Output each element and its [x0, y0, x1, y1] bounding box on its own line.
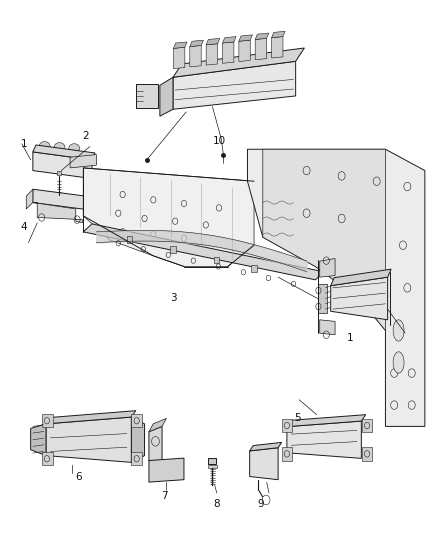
Bar: [282, 418, 292, 432]
Polygon shape: [83, 224, 324, 280]
Bar: [282, 447, 292, 461]
Polygon shape: [190, 40, 203, 46]
Polygon shape: [247, 149, 425, 426]
Polygon shape: [173, 61, 296, 109]
Ellipse shape: [393, 320, 404, 341]
Polygon shape: [33, 145, 95, 160]
Polygon shape: [250, 448, 278, 480]
Bar: [127, 236, 132, 243]
Polygon shape: [46, 410, 136, 424]
Polygon shape: [173, 47, 185, 69]
Text: 1: 1: [347, 334, 354, 343]
Text: 4: 4: [21, 222, 28, 231]
Bar: [42, 414, 53, 427]
Bar: [214, 256, 219, 263]
Polygon shape: [173, 48, 304, 77]
Polygon shape: [70, 155, 96, 168]
Text: 10: 10: [212, 136, 226, 146]
Ellipse shape: [39, 142, 50, 151]
Text: 8: 8: [213, 499, 220, 508]
Text: 2: 2: [82, 131, 89, 141]
Bar: [208, 458, 216, 464]
Bar: [131, 453, 142, 465]
Bar: [251, 265, 257, 271]
Bar: [42, 453, 53, 465]
Polygon shape: [33, 152, 92, 179]
Polygon shape: [131, 417, 145, 463]
Polygon shape: [272, 31, 285, 38]
Ellipse shape: [54, 143, 65, 152]
Bar: [131, 414, 142, 427]
Polygon shape: [31, 424, 46, 456]
Polygon shape: [46, 417, 131, 463]
Bar: [170, 246, 176, 253]
Ellipse shape: [393, 352, 404, 373]
Text: 9: 9: [257, 499, 264, 508]
Polygon shape: [190, 45, 201, 67]
Polygon shape: [239, 40, 250, 61]
Bar: [362, 418, 372, 432]
Polygon shape: [255, 38, 267, 60]
Polygon shape: [331, 277, 388, 320]
Text: 6: 6: [75, 472, 82, 482]
Text: 1: 1: [21, 139, 28, 149]
Polygon shape: [90, 200, 101, 213]
Polygon shape: [287, 421, 361, 458]
Polygon shape: [206, 44, 218, 65]
Polygon shape: [206, 38, 220, 45]
Polygon shape: [320, 320, 335, 335]
Polygon shape: [33, 189, 94, 211]
Text: 3: 3: [170, 294, 177, 303]
Bar: [136, 84, 158, 108]
Polygon shape: [287, 415, 366, 426]
Bar: [208, 465, 217, 468]
Polygon shape: [26, 189, 33, 209]
Polygon shape: [173, 42, 187, 49]
Polygon shape: [239, 35, 252, 41]
Bar: [57, 171, 61, 175]
Polygon shape: [149, 426, 162, 461]
Ellipse shape: [69, 144, 80, 154]
Polygon shape: [331, 269, 391, 286]
Polygon shape: [320, 259, 335, 277]
Polygon shape: [250, 442, 282, 451]
Polygon shape: [149, 418, 166, 432]
Text: 5: 5: [294, 414, 301, 423]
Polygon shape: [255, 33, 269, 39]
Bar: [318, 284, 327, 313]
Polygon shape: [149, 458, 184, 482]
Polygon shape: [83, 168, 254, 266]
Polygon shape: [263, 149, 385, 330]
Bar: [362, 447, 372, 461]
Polygon shape: [223, 42, 234, 63]
Polygon shape: [272, 37, 283, 58]
Polygon shape: [33, 203, 82, 223]
Text: 7: 7: [161, 491, 168, 500]
Polygon shape: [160, 77, 173, 116]
Polygon shape: [223, 37, 236, 43]
